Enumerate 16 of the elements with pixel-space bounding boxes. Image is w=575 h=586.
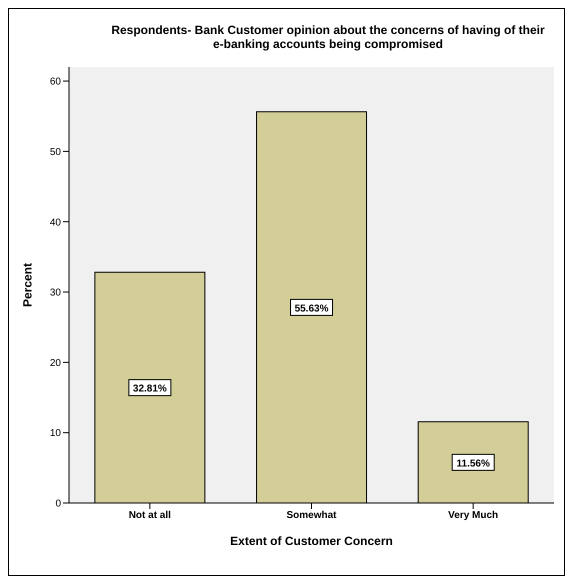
x-tick-label: Not at all bbox=[128, 510, 172, 522]
y-tick-label: 20 bbox=[50, 358, 62, 369]
data-label: 32.81% bbox=[132, 384, 167, 395]
data-label: 55.63% bbox=[294, 303, 329, 314]
data-label: 11.56% bbox=[456, 458, 490, 470]
y-tick-label: 0 bbox=[55, 498, 62, 510]
x-axis-title: Extent of Customer Concern bbox=[230, 534, 393, 548]
x-tick-label: Very Much bbox=[448, 510, 498, 522]
y-tick-label: 40 bbox=[50, 217, 62, 228]
y-tick-label: 10 bbox=[50, 428, 62, 440]
y-tick-label: 30 bbox=[50, 288, 62, 299]
x-tick-label: Somewhat bbox=[286, 510, 338, 522]
y-tick-label: 50 bbox=[50, 146, 62, 158]
y-axis-title: Percent bbox=[20, 262, 34, 308]
y-tick-label: 60 bbox=[50, 76, 62, 88]
chart-title: Respondents- Bank Customer opinion about the concerns of having of their e-banking accounts being compromised bbox=[110, 22, 546, 53]
